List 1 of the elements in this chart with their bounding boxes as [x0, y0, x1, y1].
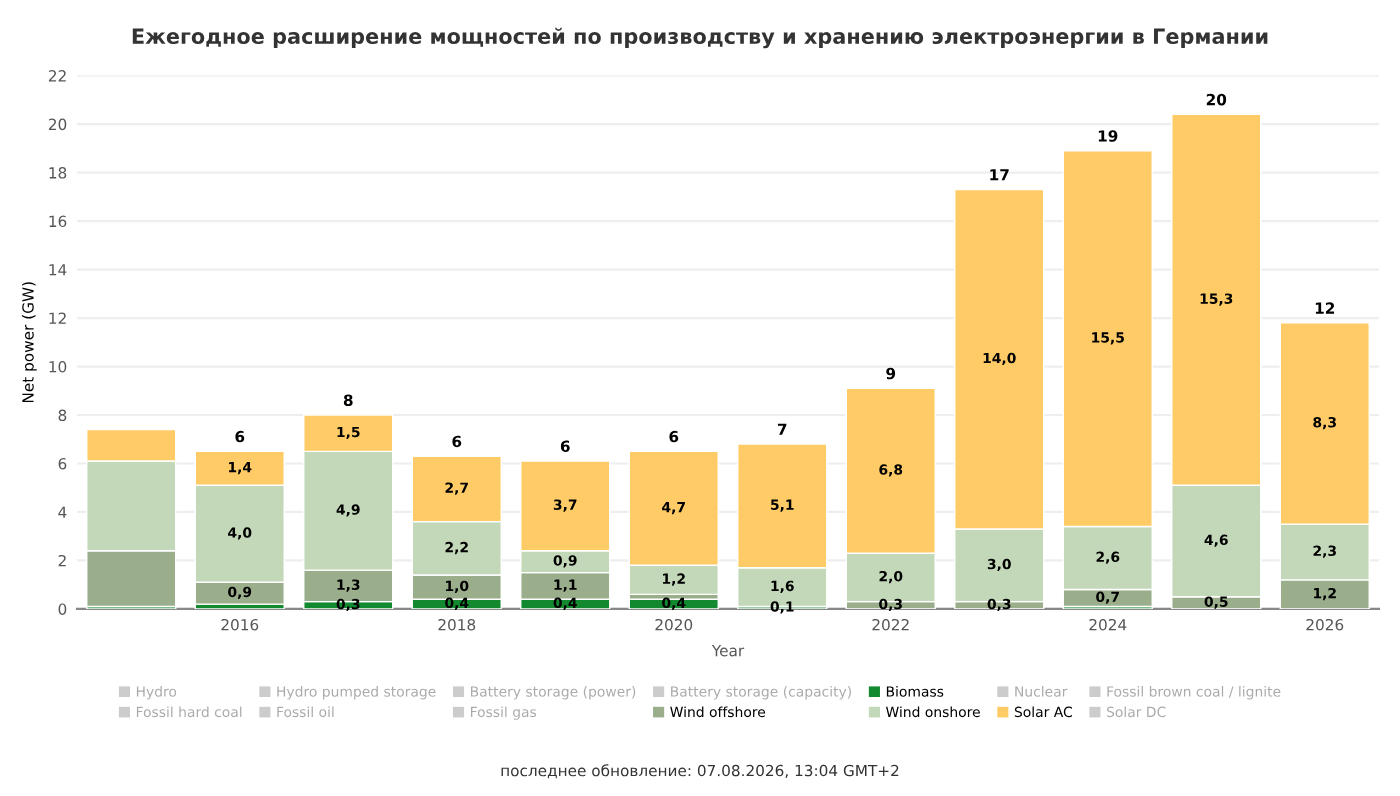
chart-title: Ежегодное расширение мощностей по производству и хранению электроэнергии в Германии — [132, 27, 1268, 49]
